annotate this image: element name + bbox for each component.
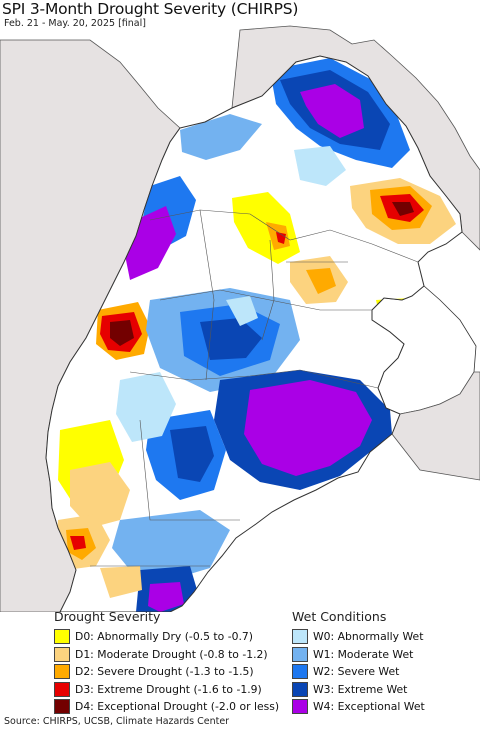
legend-item-d4: D4: Exceptional Drought (-2.0 or less) xyxy=(54,698,279,716)
swatch-w4 xyxy=(292,699,308,715)
drought-legend-heading: Drought Severity xyxy=(54,609,161,624)
legend-label-w4: W4: Exceptional Wet xyxy=(313,700,425,714)
legend-label-w2: W2: Severe Wet xyxy=(313,665,400,679)
legend-label-d1: D1: Moderate Drought (-0.8 to -1.2) xyxy=(75,647,268,661)
swatch-d0 xyxy=(54,629,70,645)
spi-patches xyxy=(56,58,456,612)
region-outline xyxy=(45,55,463,612)
swatch-d4 xyxy=(54,699,70,715)
swatch-w2 xyxy=(292,664,308,680)
legend-item-d0: D0: Abnormally Dry (-0.5 to -0.7) xyxy=(54,628,279,646)
swatch-w1 xyxy=(292,646,308,662)
source-credit: Source: CHIRPS, UCSB, Climate Hazards Ce… xyxy=(4,716,230,727)
swatch-d3 xyxy=(54,681,70,697)
legend-item-w4: W4: Exceptional Wet xyxy=(292,698,425,716)
legend-label-d2: D2: Severe Drought (-1.3 to -1.5) xyxy=(75,665,254,679)
drought-legend: Drought Severity D0: Abnormally Dry (-0.… xyxy=(54,609,279,716)
legend-label-w1: W1: Moderate Wet xyxy=(313,647,414,661)
legend-label-w3: W3: Extreme Wet xyxy=(313,682,408,696)
swatch-d1 xyxy=(54,646,70,662)
surrounding-land xyxy=(0,25,480,612)
legend-label-d3: D3: Extreme Drought (-1.6 to -1.9) xyxy=(75,682,262,696)
legend-item-w3: W3: Extreme Wet xyxy=(292,681,425,699)
map-subtitle: Feb. 21 - May. 20, 2025 [final] xyxy=(4,18,146,29)
drought-map xyxy=(0,25,480,612)
legend-item-d2: D2: Severe Drought (-1.3 to -1.5) xyxy=(54,663,279,681)
wet-legend: Wet Conditions W0: Abnormally Wet W1: Mo… xyxy=(292,609,425,716)
legend-item-w0: W0: Abnormally Wet xyxy=(292,628,425,646)
legend-label-w0: W0: Abnormally Wet xyxy=(313,630,424,644)
legend-item-w1: W1: Moderate Wet xyxy=(292,646,425,664)
map-title: SPI 3-Month Drought Severity (CHIRPS) xyxy=(2,0,299,18)
swatch-d2 xyxy=(54,664,70,680)
legend-item-w2: W2: Severe Wet xyxy=(292,663,425,681)
legend-item-d1: D1: Moderate Drought (-0.8 to -1.2) xyxy=(54,646,279,664)
legend-label-d4: D4: Exceptional Drought (-2.0 or less) xyxy=(75,700,280,714)
swatch-w0 xyxy=(292,629,308,645)
legend-item-d3: D3: Extreme Drought (-1.6 to -1.9) xyxy=(54,681,279,699)
province-borders xyxy=(90,209,419,567)
wet-legend-heading: Wet Conditions xyxy=(292,609,387,624)
legend-label-d0: D0: Abnormally Dry (-0.5 to -0.7) xyxy=(75,630,253,644)
swatch-w3 xyxy=(292,681,308,697)
